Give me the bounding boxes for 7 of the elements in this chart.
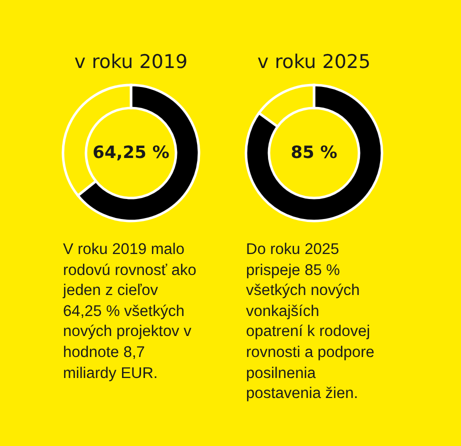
text: Do roku 2025 prispeje 85 % všetkých nových vonkajších opatrení k rodovej rovnosti a podpore posilnenia postavenia žien. — [246, 240, 376, 404]
text: 85 % — [290, 143, 338, 163]
text: V roku 2019 malo rodovú rovnosť ako jeden z cieľov 64,25 % všetkých nových projektov v hodnote 8,7 miliardy EUR. — [63, 240, 197, 384]
chart-title: v roku 2019 — [74, 51, 188, 73]
chart-title: v roku 2025 — [257, 51, 371, 73]
text: 64,25 % — [92, 143, 170, 163]
donut-slice — [244, 84, 384, 222]
